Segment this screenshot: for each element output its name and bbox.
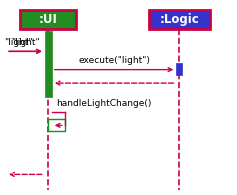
Bar [45, 31, 52, 98]
Text: :UI: :UI [39, 13, 58, 26]
Bar [149, 10, 210, 29]
Text: execute("light"): execute("light") [78, 56, 150, 65]
Text: "light": "light" [11, 38, 40, 47]
Bar [48, 119, 65, 131]
Text: handleLightChange(): handleLightChange() [56, 99, 152, 108]
Text: "light": "light" [4, 38, 32, 47]
Text: :Logic: :Logic [160, 13, 199, 26]
Bar [20, 10, 76, 29]
Bar [176, 63, 182, 75]
